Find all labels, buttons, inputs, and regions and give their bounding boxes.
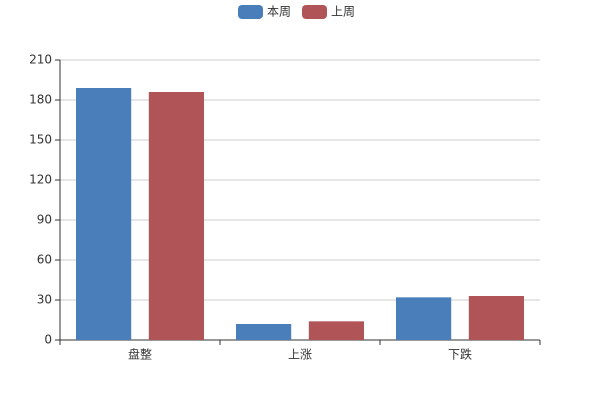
legend-label: 上周 — [331, 5, 355, 19]
y-tick-label: 210 — [29, 53, 52, 67]
bar — [148, 92, 204, 340]
y-tick-label: 60 — [37, 253, 52, 267]
bar — [76, 88, 132, 340]
legend-swatch — [238, 5, 263, 19]
y-tick-label: 120 — [29, 173, 52, 187]
bar — [308, 321, 364, 340]
bar — [468, 296, 524, 340]
y-tick-label: 180 — [29, 93, 52, 107]
y-tick-label: 150 — [29, 133, 52, 147]
legend-label: 本周 — [267, 5, 291, 19]
bar — [236, 324, 292, 340]
x-tick-label: 下跌 — [448, 347, 472, 362]
y-tick-label: 0 — [44, 333, 52, 347]
x-tick-label: 盘整 — [128, 347, 152, 362]
y-tick-label: 90 — [37, 213, 52, 227]
x-tick-label: 上涨 — [288, 347, 312, 362]
legend-swatch — [302, 5, 327, 19]
bar — [396, 297, 452, 340]
y-tick-label: 30 — [37, 293, 52, 307]
